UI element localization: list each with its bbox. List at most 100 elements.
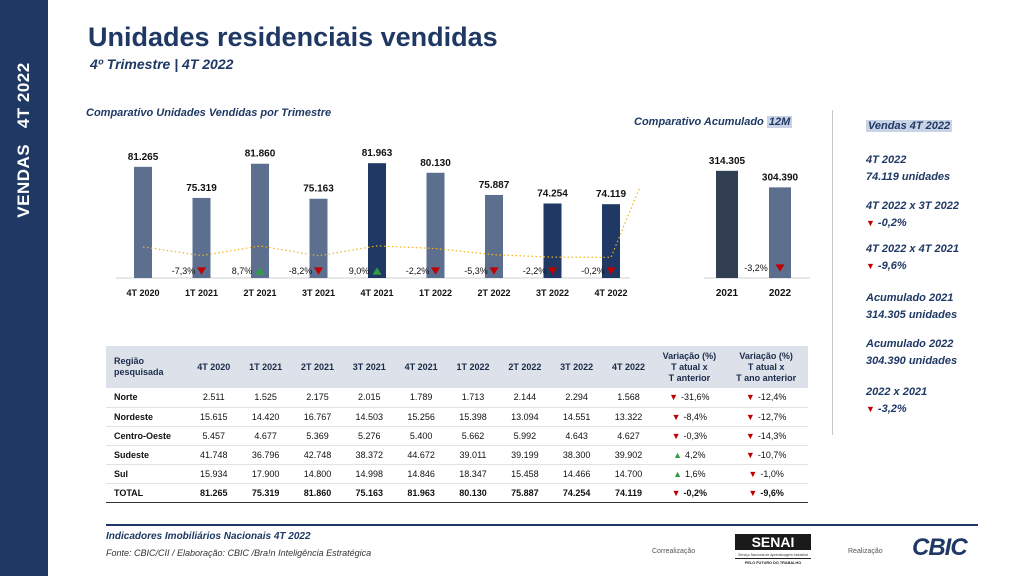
triangle-down-icon: ▼: [866, 218, 875, 228]
triangle-down-icon: ▼: [669, 392, 678, 402]
table-cell: 14.551: [551, 407, 603, 426]
table-cell: 42.748: [292, 445, 344, 464]
column-header-period: 1T 2021: [240, 346, 292, 388]
region-name: Sul: [106, 464, 188, 483]
variation-label: -2,2%: [523, 266, 547, 276]
bar-value-label: 81.265: [128, 152, 159, 163]
table-cell: ▼ -12,7%: [724, 407, 808, 426]
triangle-down-icon: ▼: [672, 412, 681, 422]
summary-item-text: 304.390 unidades: [866, 355, 957, 367]
quarterly-bar-chart: 81.265 4T 2020 75.319 1T 2021 -7,3% 81.860 2T …: [110, 135, 640, 310]
table-cell: ▼ -31,6%: [654, 388, 724, 407]
table-cell: ▲ 1,6%: [654, 464, 724, 483]
triangle-down-icon: ▼: [746, 392, 755, 402]
table-cell: 14.420: [240, 407, 292, 426]
table-cell: 15.458: [499, 464, 551, 483]
table-cell: 5.457: [188, 426, 240, 445]
category-label: 2T 2022: [477, 288, 510, 298]
summary-item-value: ▼ -0,2%: [866, 215, 959, 232]
table-cell: 39.011: [447, 445, 499, 464]
bar-2t-2021: [251, 164, 269, 278]
column-header-period: 1T 2022: [447, 346, 499, 388]
category-label: 1T 2021: [185, 288, 218, 298]
triangle-down-icon: ▼: [746, 431, 755, 441]
summary-item-value: ▼ -9,6%: [866, 258, 959, 275]
table-cell: ▼ -0,2%: [654, 483, 724, 502]
page-subtitle: 4º Trimestre | 4T 2022: [90, 56, 233, 72]
category-label: 4T 2021: [360, 288, 393, 298]
table-cell: 41.748: [188, 445, 240, 464]
category-label: 2022: [769, 288, 792, 299]
column-header-period: 2T 2022: [499, 346, 551, 388]
footer-divider: [106, 524, 978, 526]
table-cell: 14.466: [551, 464, 603, 483]
table-cell: 2.511: [188, 388, 240, 407]
column-header-variation-previous: Variação (%) T atual xT anterior: [654, 346, 724, 388]
table-cell: 75.887: [499, 483, 551, 502]
table-header-row: Região pesquisada 4T 2020 1T 2021 2T 2021 3T …: [106, 346, 808, 388]
table-cell: 75.163: [343, 483, 395, 502]
table-cell: 4.627: [603, 426, 655, 445]
region-name: Sudeste: [106, 445, 188, 464]
table-cell: 38.372: [343, 445, 395, 464]
summary-item-label: 4T 2022: [866, 152, 950, 169]
bar-value-label: 81.860: [245, 149, 276, 160]
triangle-down-icon: ▼: [672, 431, 681, 441]
realizacao-label: Realização: [848, 548, 883, 555]
category-label: 3T 2021: [302, 288, 335, 298]
sidebar: VENDAS 4T 2022: [0, 0, 48, 576]
table-cell: ▼ -1,0%: [724, 464, 808, 483]
divider: [832, 110, 833, 435]
summary-item-text: -0,2%: [878, 217, 907, 229]
table-cell: 39.199: [499, 445, 551, 464]
triangle-up-icon: ▲: [673, 469, 682, 479]
table-cell: 14.800: [292, 464, 344, 483]
variation-label: -0,2%: [581, 266, 605, 276]
region-name: Nordeste: [106, 407, 188, 426]
category-label: 2T 2021: [243, 288, 276, 298]
table-cell: 15.256: [395, 407, 447, 426]
summary-item-label: 4T 2022 x 3T 2022: [866, 198, 959, 215]
summary-item: 4T 2022 74.119 unidades: [866, 152, 950, 186]
bar-value-label: 80.130: [420, 158, 451, 169]
variation-label: 8,7%: [232, 266, 253, 276]
table-cell: 81.963: [395, 483, 447, 502]
table-cell: 5.662: [447, 426, 499, 445]
column-header-period: 3T 2022: [551, 346, 603, 388]
table-cell: ▼ -0,3%: [654, 426, 724, 445]
table-cell: 38.300: [551, 445, 603, 464]
table-cell: 4.677: [240, 426, 292, 445]
summary-item-value: 314.305 unidades: [866, 307, 957, 324]
table-row: Sul 15.934 17.900 14.800 14.998 14.846 18.347 1…: [106, 464, 808, 483]
table-cell: 15.398: [447, 407, 499, 426]
table-cell: 14.503: [343, 407, 395, 426]
summary-item-label: 4T 2022 x 4T 2021: [866, 241, 959, 258]
table-cell: 74.119: [603, 483, 655, 502]
category-label: 4T 2022: [594, 288, 627, 298]
triangle-down-icon: ▼: [748, 469, 757, 479]
table-row: Centro-Oeste 5.457 4.677 5.369 5.276 5.400 5.6…: [106, 426, 808, 445]
senai-logo: SENAI Serviço Nacional de Aprendizagem I…: [733, 530, 813, 566]
table-cell: 13.322: [603, 407, 655, 426]
table-cell: 18.347: [447, 464, 499, 483]
summary-item: 4T 2022 x 3T 2022 ▼ -0,2%: [866, 198, 959, 232]
footer-title: Indicadores Imobiliários Nacionais 4T 20…: [106, 531, 311, 542]
table-cell: 44.672: [395, 445, 447, 464]
summary-item-value: ▼ -3,2%: [866, 401, 927, 418]
table-cell: 4.643: [551, 426, 603, 445]
table-cell: 39.902: [603, 445, 655, 464]
table-cell: 2.144: [499, 388, 551, 407]
triangle-down-icon: ▼: [866, 404, 875, 414]
summary-item-label: Acumulado 2022: [866, 336, 957, 353]
table-cell: 5.369: [292, 426, 344, 445]
summary-item-label: 2022 x 2021: [866, 384, 927, 401]
column-header-period: 4T 2021: [395, 346, 447, 388]
triangle-down-icon: ▼: [672, 488, 681, 498]
bar-2021: [716, 171, 738, 278]
column-header-period: 4T 2020: [188, 346, 240, 388]
category-label: 4T 2020: [126, 288, 159, 298]
accumulated-bar-chart: 314.3052021304.3902022-3,2%: [694, 135, 820, 310]
table-row: Sudeste 41.748 36.796 42.748 38.372 44.672 39.…: [106, 445, 808, 464]
accumulated-title-highlight: 12M: [767, 116, 792, 128]
table-row: Nordeste 15.615 14.420 16.767 14.503 15.256 15…: [106, 407, 808, 426]
